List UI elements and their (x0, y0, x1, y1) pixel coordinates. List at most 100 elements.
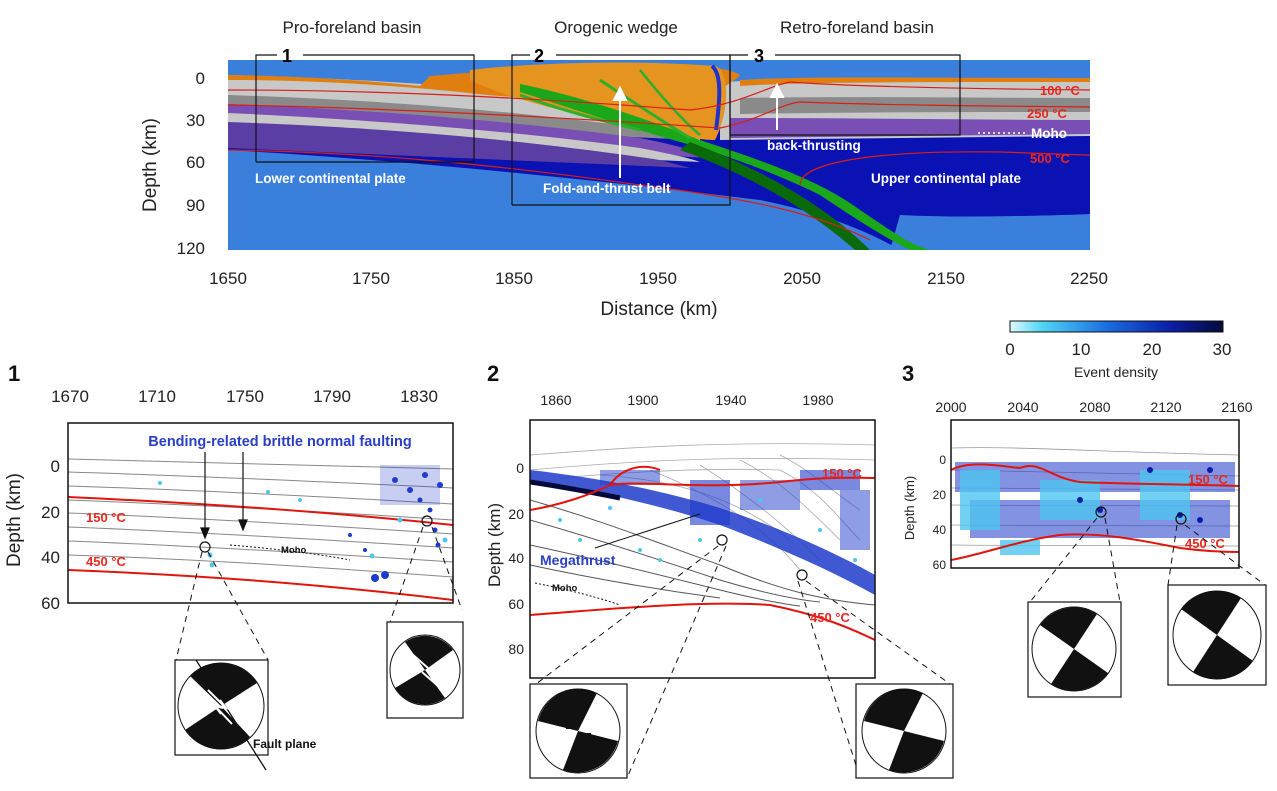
x-tick: 1940 (715, 392, 746, 408)
panel-1-iso-top: 150 °C (86, 510, 127, 525)
x-tick: 1850 (495, 269, 533, 288)
y-tick: 60 (933, 558, 947, 572)
panel-2-zoom-lines (535, 545, 951, 779)
y-tick: 0 (196, 69, 205, 88)
y-tick: 60 (508, 596, 524, 612)
panel-1-iso-bottom: 450 °C (86, 554, 127, 569)
box-3 (729, 54, 961, 136)
colorbar-tick: 0 (1005, 340, 1014, 359)
panel-3-plot (951, 420, 1239, 568)
colorbar-tick: 10 (1072, 340, 1091, 359)
panel-3-iso-bottom: 450 °C (1185, 536, 1226, 551)
y-tick: 120 (177, 239, 205, 258)
panel-3-number: 3 (902, 361, 914, 386)
panel-1-y-ticks: 0 20 40 60 (41, 457, 60, 613)
y-tick: 0 (939, 453, 946, 467)
y-tick: 20 (933, 488, 947, 502)
y-tick: 90 (186, 196, 205, 215)
panel-3-zoom-lines (1029, 517, 1266, 603)
panel-2-plot (530, 420, 875, 678)
y-tick: 0 (51, 457, 60, 476)
x-tick: 2120 (1150, 399, 1181, 415)
panel-1-moho: Moho (281, 545, 307, 556)
colorbar: 0 10 20 30 Event density (1005, 320, 1232, 380)
panel-2-number: 2 (487, 361, 499, 386)
panel-3-beachball-right (1167, 584, 1267, 686)
x-tick: 2040 (1007, 399, 1038, 415)
panel-3-x-ticks: 2000 2040 2080 2120 2160 (935, 399, 1252, 415)
panel-1-title: Bending-related brittle normal faulting (148, 434, 411, 450)
x-tick: 2000 (935, 399, 966, 415)
panel-3-y-ticks: 0 20 40 60 (933, 453, 947, 572)
lower-plate-label: Lower continental plate (255, 171, 406, 186)
region-retro-foreland: Retro-foreland basin (780, 18, 934, 37)
x-tick: 1670 (51, 387, 89, 406)
study-boxes (255, 54, 961, 206)
region-orogenic-wedge: Orogenic wedge (554, 18, 678, 37)
box-1-number: 1 (282, 46, 292, 66)
x-tick: 2150 (927, 269, 965, 288)
box-3-number: 3 (754, 46, 764, 66)
y-tick: 30 (186, 111, 205, 130)
panel-2: 2 1860 1900 1940 1980 0 20 40 60 80 Dept… (485, 361, 954, 779)
top-y-ticks: 0 30 60 90 120 (177, 69, 205, 258)
panel-3: 3 2000 2040 2080 2120 2160 0 20 40 60 De… (902, 361, 1267, 698)
upper-plate-label: Upper continental plate (871, 171, 1022, 186)
x-tick: 2080 (1079, 399, 1110, 415)
top-model: Pro-foreland basin Orogenic wedge Retro-… (140, 18, 1108, 320)
x-tick: 2250 (1070, 269, 1108, 288)
x-tick: 1790 (313, 387, 351, 406)
panel-2-beachball-left (529, 683, 628, 779)
y-tick: 60 (41, 594, 60, 613)
moho-label: Moho (1031, 126, 1067, 141)
box-2-number: 2 (534, 46, 544, 66)
model-cross-section (228, 60, 1090, 250)
y-tick: 40 (933, 523, 947, 537)
panel-1-zoom-lines (175, 526, 463, 661)
panel-1-x-ticks: 1670 1710 1750 1790 1830 (51, 387, 438, 406)
y-tick: 20 (508, 506, 524, 522)
box-1 (255, 54, 475, 163)
panel-3-iso-top: 150 °C (1188, 472, 1229, 487)
x-tick: 2160 (1221, 399, 1252, 415)
x-tick: 1650 (209, 269, 247, 288)
x-tick: 1710 (138, 387, 176, 406)
panel-1-beachball-left (174, 659, 269, 771)
isotherm-500: 500 °C (1030, 151, 1071, 166)
panel-1-plot (68, 423, 453, 603)
fault-plane-label: Fault plane (253, 737, 317, 751)
colorbar-label: Event density (1074, 364, 1158, 380)
isotherm-250: 250 °C (1027, 106, 1068, 121)
y-tick: 20 (41, 503, 60, 522)
white-arrows (612, 82, 785, 178)
y-tick: 60 (186, 153, 205, 172)
panel-1-arrows (200, 452, 248, 540)
colorbar-tick: 20 (1143, 340, 1162, 359)
panel-3-y-label: Depth (km) (902, 476, 917, 540)
colorbar-tick: 30 (1213, 340, 1232, 359)
panel-2-moho: Moho (552, 583, 578, 594)
panel-1-beachball-right (386, 621, 464, 719)
panel-2-iso-top: 150 °C (822, 466, 863, 481)
y-tick: 80 (508, 641, 524, 657)
x-tick: 1750 (226, 387, 264, 406)
panel-2-y-label: Depth (km) (485, 503, 504, 587)
y-tick: 0 (516, 460, 524, 476)
x-tick: 2050 (783, 269, 821, 288)
y-tick: 40 (508, 550, 524, 566)
x-tick: 1830 (400, 387, 438, 406)
panel-1-y-label: Depth (km) (4, 473, 25, 567)
top-y-axis-label: Depth (km) (140, 118, 161, 212)
top-x-axis-label: Distance (km) (600, 299, 717, 320)
megathrust-label: Megathrust (540, 552, 616, 568)
panel-3-beachball-left (1027, 601, 1122, 698)
x-tick: 1950 (639, 269, 677, 288)
x-tick: 1980 (802, 392, 833, 408)
x-tick: 1900 (627, 392, 658, 408)
panel-2-x-ticks: 1860 1900 1940 1980 (540, 392, 833, 408)
panel-2-y-ticks: 0 20 40 60 80 (508, 460, 524, 657)
panel-1-number: 1 (8, 361, 20, 386)
fold-thrust-label: Fold-and-thrust belt (543, 181, 671, 196)
panel-2-iso-bottom: 450 °C (810, 610, 851, 625)
